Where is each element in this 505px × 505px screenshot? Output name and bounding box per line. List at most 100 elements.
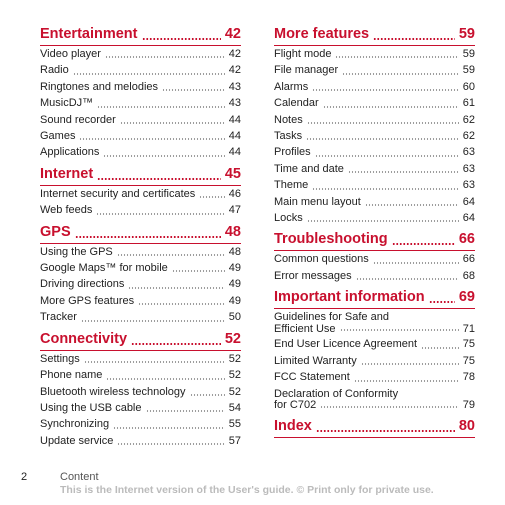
leader <box>391 243 455 246</box>
toc-entry: Internet security and certificates 46 <box>40 186 241 202</box>
leader <box>131 342 221 345</box>
leader <box>72 72 225 75</box>
toc-entry: Tracker 50 <box>40 309 241 325</box>
entry-page: 47 <box>228 204 241 217</box>
toc-entry: Time and date 63 <box>274 161 475 177</box>
leader <box>80 319 225 322</box>
entry-label: Games <box>40 130 76 143</box>
toc-entry: Alarms 60 <box>274 79 475 95</box>
footer-note: This is the Internet version of the User… <box>60 484 434 496</box>
entry-label-line: Declaration of Conformity <box>274 387 399 400</box>
entry-page: 61 <box>462 97 475 110</box>
entry-label: Ringtones and melodies <box>40 80 159 93</box>
leader <box>339 329 459 332</box>
section-heading: More features 59 <box>274 24 475 46</box>
toc-entry: MusicDJ™ 43 <box>40 95 241 111</box>
section-heading: Entertainment 42 <box>40 24 241 46</box>
entry-page: 42 <box>228 64 241 77</box>
toc-column: More features 59 Flight mode 59 File manager… <box>274 21 475 438</box>
entry-label: Internet security and certificates <box>40 187 196 200</box>
toc-entry: Declaration of Conformity for C702 79 <box>274 386 475 413</box>
entry-label: File manager <box>274 64 339 77</box>
leader <box>315 429 455 432</box>
section-title: Internet <box>40 165 94 182</box>
section-heading: Connectivity 52 <box>40 329 241 351</box>
page-number: 2 <box>21 471 28 483</box>
entry-page: 44 <box>228 130 241 143</box>
section-heading: Internet 45 <box>40 164 241 186</box>
entry-page: 44 <box>228 113 241 126</box>
leader <box>322 105 459 108</box>
toc-entry: End User Licence Agreement 75 <box>274 336 475 352</box>
leader <box>353 379 459 382</box>
leader <box>421 346 459 349</box>
toc-entry: More GPS features 49 <box>40 293 241 309</box>
toc-entry: Bluetooth wireless technology 52 <box>40 384 241 400</box>
entry-label: Phone name <box>40 369 103 382</box>
leader <box>320 405 459 408</box>
entry-label-line: Guidelines for Safe and <box>274 311 389 324</box>
entry-label: Radio <box>40 64 69 77</box>
toc-entry: Theme 63 <box>274 177 475 193</box>
entry-label: Locks <box>274 212 303 225</box>
toc-entry: Sound recorder 44 <box>40 112 241 128</box>
leader <box>106 377 225 380</box>
section-page: 59 <box>458 26 475 42</box>
toc-entry: Games 44 <box>40 128 241 144</box>
section-heading: Troubleshooting 66 <box>274 229 475 252</box>
leader <box>171 270 225 273</box>
section-title: More features <box>274 26 370 42</box>
entry-page: 43 <box>228 97 241 110</box>
entry-page: 66 <box>462 253 475 266</box>
toc-entry: Radio 42 <box>40 62 241 78</box>
toc-entry: Main menu layout 64 <box>274 194 475 210</box>
entry-page: 52 <box>228 369 241 382</box>
leader <box>96 212 225 215</box>
toc-column: Entertainment 42 Video player 42 Radio 42 Ring… <box>40 21 241 449</box>
leader <box>97 177 221 180</box>
entry-page: 64 <box>462 195 475 208</box>
entry-page: 43 <box>228 80 241 93</box>
entry-page: 71 <box>462 322 475 335</box>
entry-page: 48 <box>228 245 241 258</box>
leader <box>113 426 225 429</box>
leader <box>312 187 459 190</box>
leader <box>342 72 459 75</box>
toc-entry: Calendar 61 <box>274 95 475 111</box>
entry-label: Using the USB cable <box>40 401 142 414</box>
toc-entry: Update service 57 <box>40 433 241 449</box>
entry-label-line: Efficient Use <box>274 322 336 335</box>
entry-last-line: Efficient Use 71 <box>274 322 475 336</box>
entry-page: 63 <box>462 162 475 175</box>
entry-label: Driving directions <box>40 278 125 291</box>
entry-page: 62 <box>462 113 475 126</box>
entry-page: 75 <box>462 338 475 351</box>
toc-entry: Error messages 68 <box>274 268 475 284</box>
toc-entry: Profiles 63 <box>274 144 475 160</box>
leader <box>162 89 225 92</box>
leader <box>306 122 459 125</box>
entry-label: Theme <box>274 179 309 192</box>
entry-page: 49 <box>228 262 241 275</box>
entry-label: Video player <box>40 48 101 60</box>
entry-label: Bluetooth wireless technology <box>40 385 186 398</box>
toc-entry: Tasks 62 <box>274 128 475 144</box>
entry-page: 50 <box>228 311 241 324</box>
entry-page: 52 <box>228 352 241 365</box>
entry-last-line: for C702 79 <box>274 399 475 412</box>
leader <box>83 361 225 364</box>
entry-page: 49 <box>228 294 241 307</box>
section-heading: Important information 69 <box>274 287 475 310</box>
entry-label: Update service <box>40 434 114 447</box>
entry-page: 63 <box>462 179 475 192</box>
entry-page: 79 <box>462 399 475 411</box>
section-title: Troubleshooting <box>274 231 388 248</box>
toc-entry: Settings 52 <box>40 351 241 367</box>
entry-page: 59 <box>462 64 475 77</box>
leader <box>189 393 225 396</box>
entry-label: Limited Warranty <box>274 354 357 367</box>
entry-page: 60 <box>462 80 475 93</box>
entry-label: Using the GPS <box>40 245 113 258</box>
section-page: 52 <box>224 330 241 347</box>
leader <box>117 443 225 446</box>
